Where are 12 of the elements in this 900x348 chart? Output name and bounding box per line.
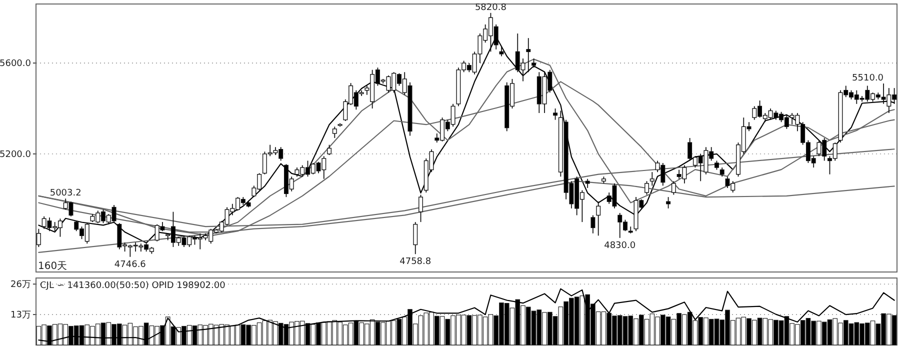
y-tick-label: 13万	[10, 310, 31, 321]
chart-title: CJL ∽ 141360.00(50:50) OPID 198902.00	[40, 281, 226, 291]
annotation: 5820.8	[474, 2, 507, 13]
y-tick-label: 5200.0	[0, 150, 32, 160]
y-tick-label: 26万	[10, 280, 31, 290]
annotation: 5510.0	[852, 73, 884, 84]
annotation: 4746.6	[114, 260, 146, 270]
annotation: 4758.8	[400, 257, 432, 268]
annotation: 4830.0	[604, 240, 636, 251]
annotation: 160天	[38, 261, 68, 272]
y-tick-label: 5600.0	[0, 59, 32, 70]
annotation: 5003.2	[50, 188, 82, 199]
